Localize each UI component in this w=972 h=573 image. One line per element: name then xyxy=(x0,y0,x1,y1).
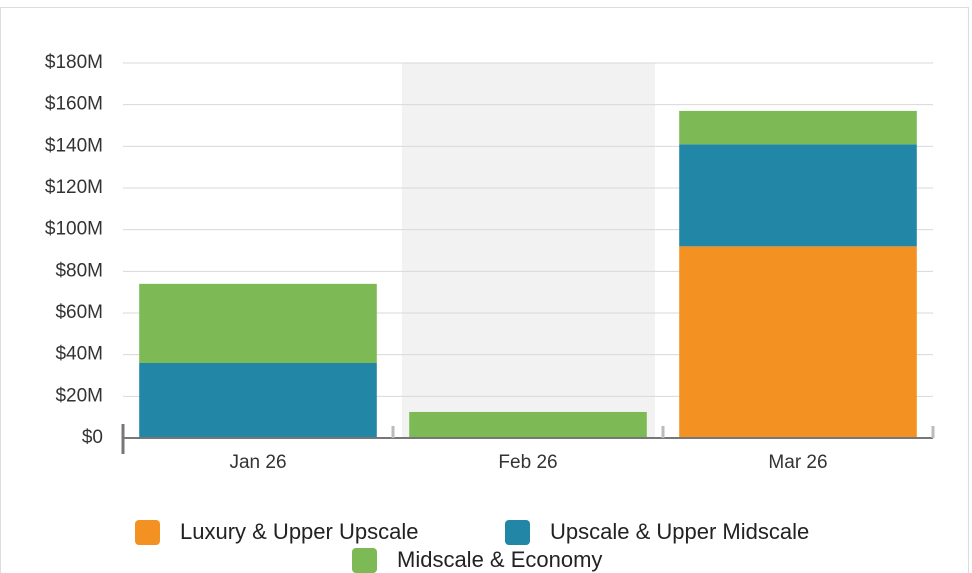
x-tick-label: Feb 26 xyxy=(498,452,557,473)
legend: Luxury & Upper Upscale Upscale & Upper Mi… xyxy=(135,519,809,573)
y-tick-label: $80M xyxy=(55,260,103,281)
legend-swatch xyxy=(135,520,160,545)
bar-segment xyxy=(679,246,917,438)
x-tick-label: Mar 26 xyxy=(768,452,827,473)
legend-label: Midscale & Economy xyxy=(397,547,602,572)
y-tick-label: $100M xyxy=(45,219,103,240)
frame xyxy=(0,7,969,573)
bar-segment xyxy=(139,363,377,438)
y-tick-label: $140M xyxy=(45,135,103,156)
legend-label: Luxury & Upper Upscale xyxy=(180,519,418,544)
legend-label: Upscale & Upper Midscale xyxy=(550,519,809,544)
x-tick-label: Jan 26 xyxy=(229,452,286,473)
legend-swatch xyxy=(352,548,377,573)
bar-segment xyxy=(139,283,377,363)
bar-segment xyxy=(409,411,647,438)
bar-segment xyxy=(679,144,917,247)
y-tick-label: $160M xyxy=(45,94,103,115)
legend-swatch xyxy=(505,520,530,545)
y-tick-label: $120M xyxy=(45,177,103,198)
y-tick-label: $40M xyxy=(55,344,103,365)
y-tick-label: $20M xyxy=(55,385,103,406)
y-tick-label: $180M xyxy=(45,52,103,73)
bar-segment xyxy=(679,110,917,145)
hover-band xyxy=(402,63,655,438)
y-tick-label: $0 xyxy=(82,427,103,448)
y-tick-label: $60M xyxy=(55,302,103,323)
